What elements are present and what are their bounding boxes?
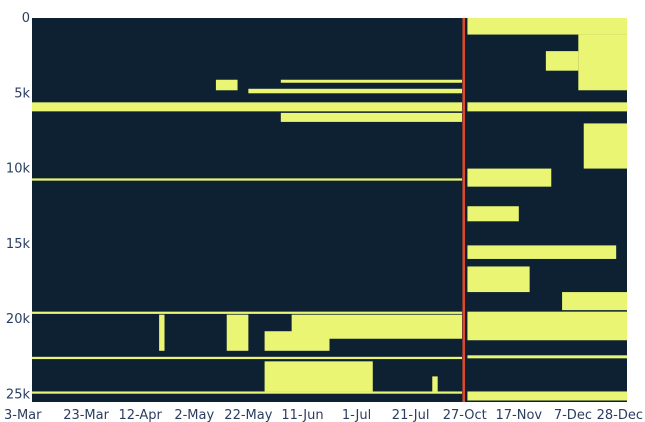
y-tick-label: 10k [6,162,31,177]
right-block-0 [467,18,627,35]
left-block-14 [432,376,438,392]
left-block-10 [226,314,249,351]
x-tick-label: 28-Dec [597,408,643,422]
x-tick-label: 21-Jul [392,408,430,422]
y-axis: 0 5k 10k 15k 20k 25k [6,11,31,402]
right-block-11 [467,355,627,359]
x-tick-label: 1-Jul [342,408,371,422]
x-tick-label: 3-Mar [4,408,42,422]
x-tick-label: 2-May [174,408,214,422]
left-block-9 [159,314,165,351]
x-tick-label: 17-Nov [496,408,543,422]
right-block-9 [562,292,627,311]
x-tick-label: 23-Mar [63,408,109,422]
x-tick-label: 27-Oct [443,408,487,422]
y-tick-label: 20k [6,312,31,327]
x-axis: 3-Mar 23-Mar 12-Apr 2-May 22-May 11-Jun 1-Jul 2… [4,408,643,422]
y-tick-label: 0 [22,11,30,26]
right-block-4 [583,123,627,169]
right-block-7 [467,245,617,259]
right-block-1 [578,34,627,91]
right-block-2 [545,51,579,71]
x-tick-label: 11-Jun [281,408,323,422]
right-block-12 [467,391,627,401]
left-block-13 [264,361,373,392]
y-tick-label: 5k [14,86,30,101]
right-block-5 [467,168,552,187]
left-block-7 [248,88,463,94]
left-block-0 [32,102,463,112]
left-block-1 [32,178,463,181]
left-block-6 [280,79,463,83]
left-block-8 [280,112,463,122]
left-block-5 [215,79,238,91]
right-block-10 [467,311,627,341]
left-presence-blocks [32,79,463,394]
left-block-12 [264,331,330,351]
x-tick-label: 12-Apr [118,408,162,422]
right-block-8 [467,266,530,293]
y-tick-label: 15k [6,237,31,252]
x-tick-label: 7-Dec [554,408,592,422]
left-block-4 [32,391,463,394]
right-presence-blocks [467,18,627,401]
right-block-3 [467,102,627,112]
right-block-6 [467,206,519,222]
left-block-3 [32,356,463,360]
y-tick-label: 25k [6,387,31,402]
x-tick-label: 22-May [224,408,272,422]
left-block-2 [32,311,463,314]
